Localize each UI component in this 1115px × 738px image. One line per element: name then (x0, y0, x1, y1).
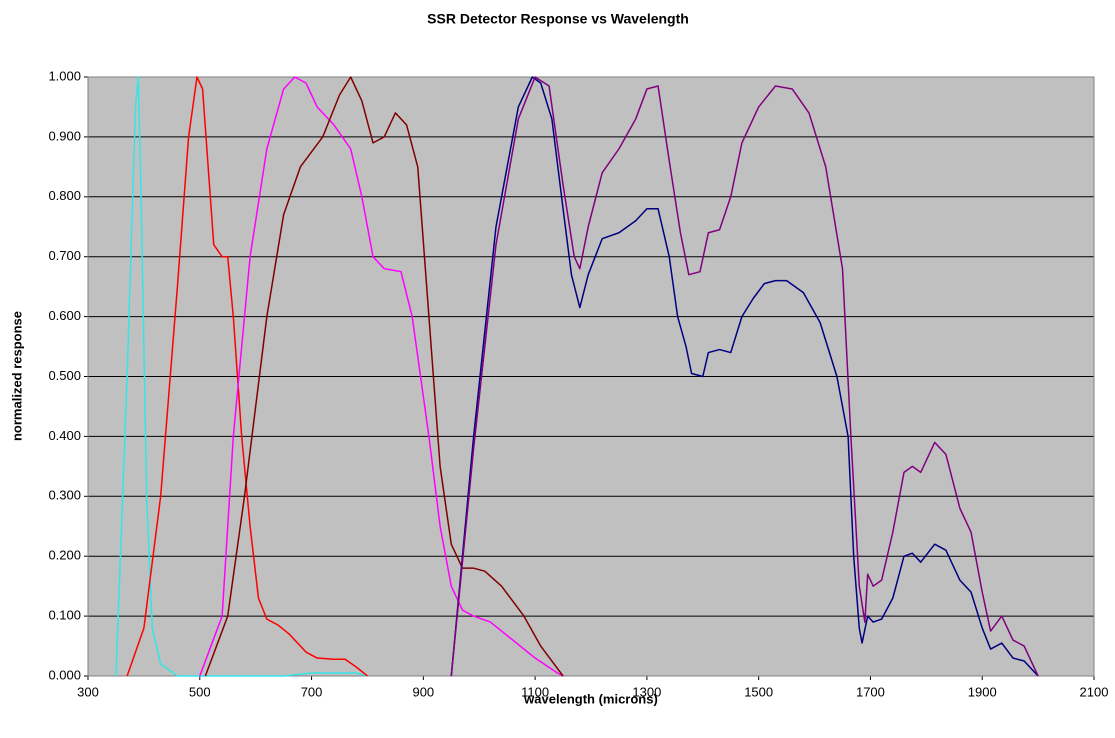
y-tick-label: 0.500 (48, 368, 81, 383)
x-tick-label: 900 (412, 684, 434, 699)
y-tick-label: 0.200 (48, 548, 81, 563)
y-tick-label: 0.700 (48, 248, 81, 263)
y-tick-label: 0.400 (48, 428, 81, 443)
x-tick-label: 1300 (632, 684, 661, 699)
series-line (204, 76, 564, 677)
y-tick-label: 0.300 (48, 488, 81, 503)
y-tick-label: 1.000 (48, 68, 81, 83)
chart-title: SSR Detector Response vs Wavelength (427, 11, 689, 27)
y-tick-label: 0.000 (48, 667, 81, 682)
series-line (199, 76, 564, 677)
x-tick-label: 1100 (521, 684, 549, 699)
y-tick-label: 0.600 (48, 308, 81, 323)
x-tick-label: 1500 (744, 684, 773, 699)
x-tick-label: 2100 (1080, 684, 1109, 699)
series-line (450, 76, 1039, 677)
x-tick-label: 1700 (856, 684, 885, 699)
x-tick-label: 300 (77, 684, 99, 699)
x-tick-label: 1900 (968, 684, 997, 699)
series-line (115, 76, 368, 677)
x-tick-label: 500 (189, 684, 211, 699)
x-tick-label: 700 (301, 684, 323, 699)
series-line (126, 76, 368, 677)
plot-border (87, 76, 1095, 677)
y-tick-label: 0.100 (48, 608, 81, 623)
y-tick-label: 0.800 (48, 188, 81, 203)
y-tick-label: 0.900 (48, 128, 81, 143)
series-line (450, 76, 1039, 677)
y-axis-title: normalized response (9, 311, 24, 441)
x-axis-title: wavelength (microns) (523, 691, 658, 706)
